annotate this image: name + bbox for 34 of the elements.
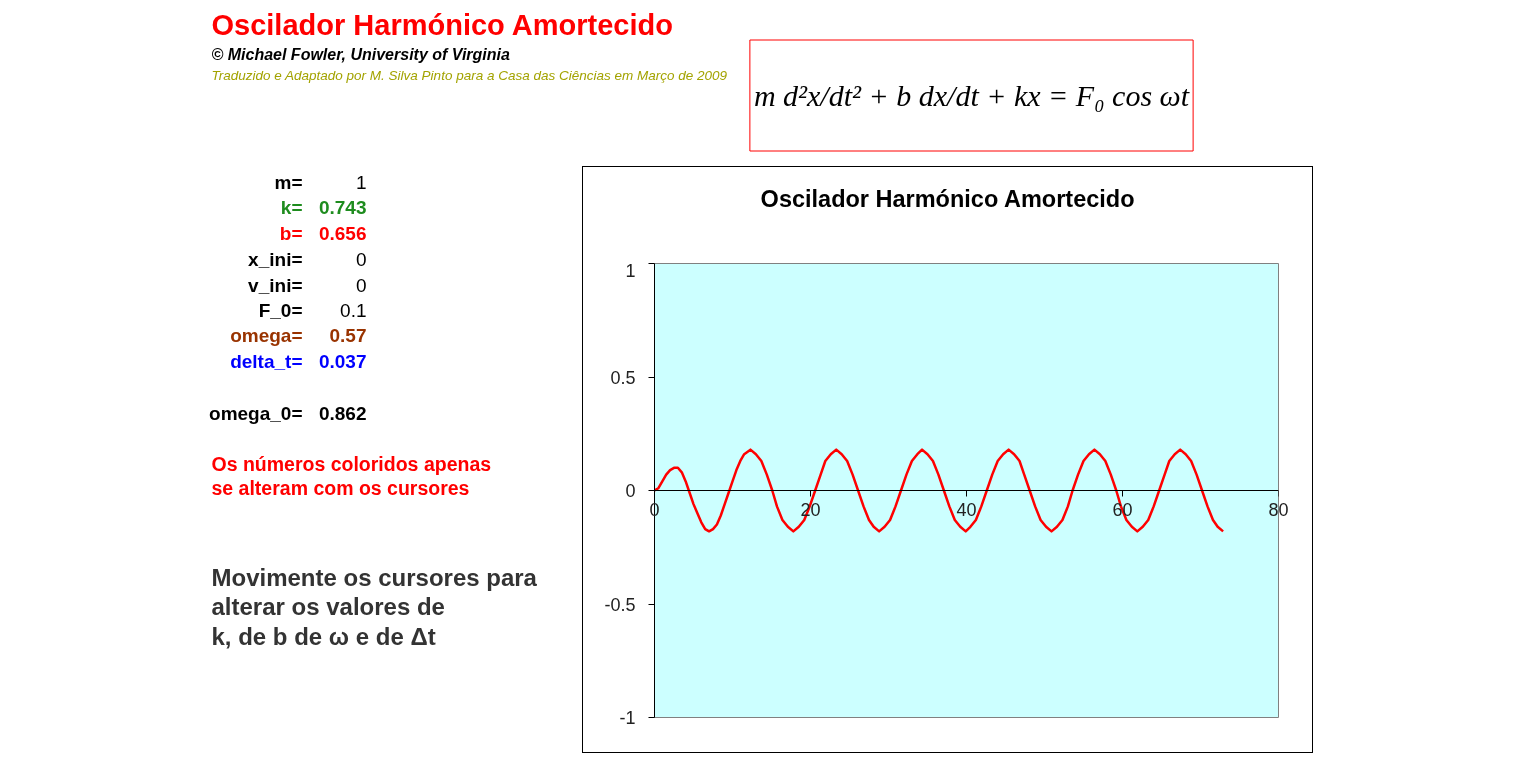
text: 0.1 <box>340 300 367 321</box>
text: omega_0= <box>209 403 303 424</box>
text: 0.037 <box>318 351 367 372</box>
text: se alteram com os cursores <box>211 476 470 499</box>
text: 0.57 <box>329 325 367 346</box>
text: x_ini= <box>248 249 303 270</box>
text: 1 <box>355 172 367 193</box>
y-tick-label: -1 <box>619 708 636 728</box>
text: alterar os valores de <box>211 593 445 620</box>
text: m d²x/dt² + b dx/dt + kx = F₀ cos ωt <box>753 79 1190 112</box>
text: Oscilador Harmónico Amortecido <box>211 8 673 41</box>
text: k, de b de ω e de Δt <box>211 623 436 650</box>
text: 0.743 <box>318 197 367 218</box>
text: 0.656 <box>318 223 367 244</box>
text: m= <box>274 172 303 193</box>
text: delta_t= <box>230 351 303 372</box>
chart-title: Oscilador Harmónico Amortecido <box>760 185 1135 212</box>
text: 0.862 <box>318 403 367 424</box>
text: Os números coloridos apenas <box>211 452 492 475</box>
text: © Michael Fowler, University of Virginia <box>211 46 510 63</box>
y-tick-label: -0.5 <box>604 594 636 615</box>
text: F_0= <box>258 300 303 321</box>
text: k= <box>280 197 303 218</box>
x-tick-label: 40 <box>956 499 977 520</box>
text: 0 <box>355 275 367 296</box>
text: 0 <box>355 249 367 270</box>
y-tick-label: 0 <box>625 481 636 501</box>
y-tick-label: 0.5 <box>610 367 636 388</box>
text: Traduzido e Adaptado por M. Silva Pinto para a Casa das Ciências em Março de 2009 <box>211 68 728 83</box>
text: v_ini= <box>248 275 303 296</box>
text: omega= <box>230 325 303 346</box>
text: b= <box>279 223 303 244</box>
text: Movimente os cursores para <box>211 564 538 591</box>
y-tick-label: 1 <box>625 260 636 281</box>
